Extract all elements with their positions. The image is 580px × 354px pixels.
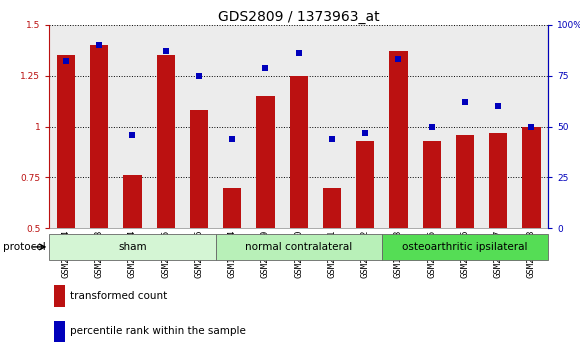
Text: osteoarthritic ipsilateral: osteoarthritic ipsilateral bbox=[402, 242, 528, 252]
Bar bbox=[249, 25, 282, 228]
Bar bbox=[481, 25, 515, 228]
Bar bbox=[116, 25, 149, 228]
Text: transformed count: transformed count bbox=[70, 291, 168, 301]
Point bbox=[227, 136, 237, 142]
Bar bbox=[223, 188, 241, 228]
Point bbox=[361, 130, 370, 136]
Bar bbox=[216, 25, 249, 228]
Point bbox=[394, 57, 403, 62]
Point bbox=[427, 124, 436, 130]
Bar bbox=[448, 25, 481, 228]
Bar bbox=[216, 234, 382, 260]
Bar bbox=[489, 133, 508, 228]
Point bbox=[327, 136, 336, 142]
Bar bbox=[423, 141, 441, 228]
Title: GDS2809 / 1373963_at: GDS2809 / 1373963_at bbox=[218, 10, 379, 24]
Bar bbox=[389, 51, 408, 228]
Bar bbox=[55, 320, 66, 342]
Point bbox=[161, 48, 171, 54]
Bar bbox=[515, 25, 548, 228]
Point bbox=[128, 132, 137, 138]
Bar bbox=[256, 96, 274, 228]
Point bbox=[61, 58, 71, 64]
Bar bbox=[55, 285, 66, 307]
Bar bbox=[49, 234, 216, 260]
Text: protocol: protocol bbox=[3, 242, 46, 252]
Bar bbox=[82, 25, 116, 228]
Bar bbox=[289, 76, 308, 228]
Bar bbox=[349, 25, 382, 228]
Bar bbox=[149, 25, 182, 228]
Point bbox=[494, 103, 503, 109]
Text: normal contralateral: normal contralateral bbox=[245, 242, 352, 252]
Bar bbox=[323, 188, 341, 228]
Bar bbox=[382, 25, 415, 228]
Point bbox=[261, 65, 270, 70]
Point bbox=[527, 124, 536, 130]
Bar bbox=[316, 25, 349, 228]
Point bbox=[294, 51, 303, 56]
Bar bbox=[157, 55, 175, 228]
Bar bbox=[49, 25, 82, 228]
Bar bbox=[523, 127, 541, 228]
Text: sham: sham bbox=[118, 242, 147, 252]
Bar bbox=[124, 176, 142, 228]
Bar bbox=[190, 110, 208, 228]
Point bbox=[194, 73, 204, 79]
Bar bbox=[382, 234, 548, 260]
Bar bbox=[282, 25, 316, 228]
Point bbox=[95, 42, 104, 48]
Bar bbox=[415, 25, 448, 228]
Bar bbox=[456, 135, 474, 228]
Bar bbox=[356, 141, 374, 228]
Text: percentile rank within the sample: percentile rank within the sample bbox=[70, 326, 246, 336]
Point bbox=[461, 99, 470, 105]
Bar bbox=[57, 55, 75, 228]
Bar bbox=[182, 25, 216, 228]
Bar bbox=[90, 45, 108, 228]
